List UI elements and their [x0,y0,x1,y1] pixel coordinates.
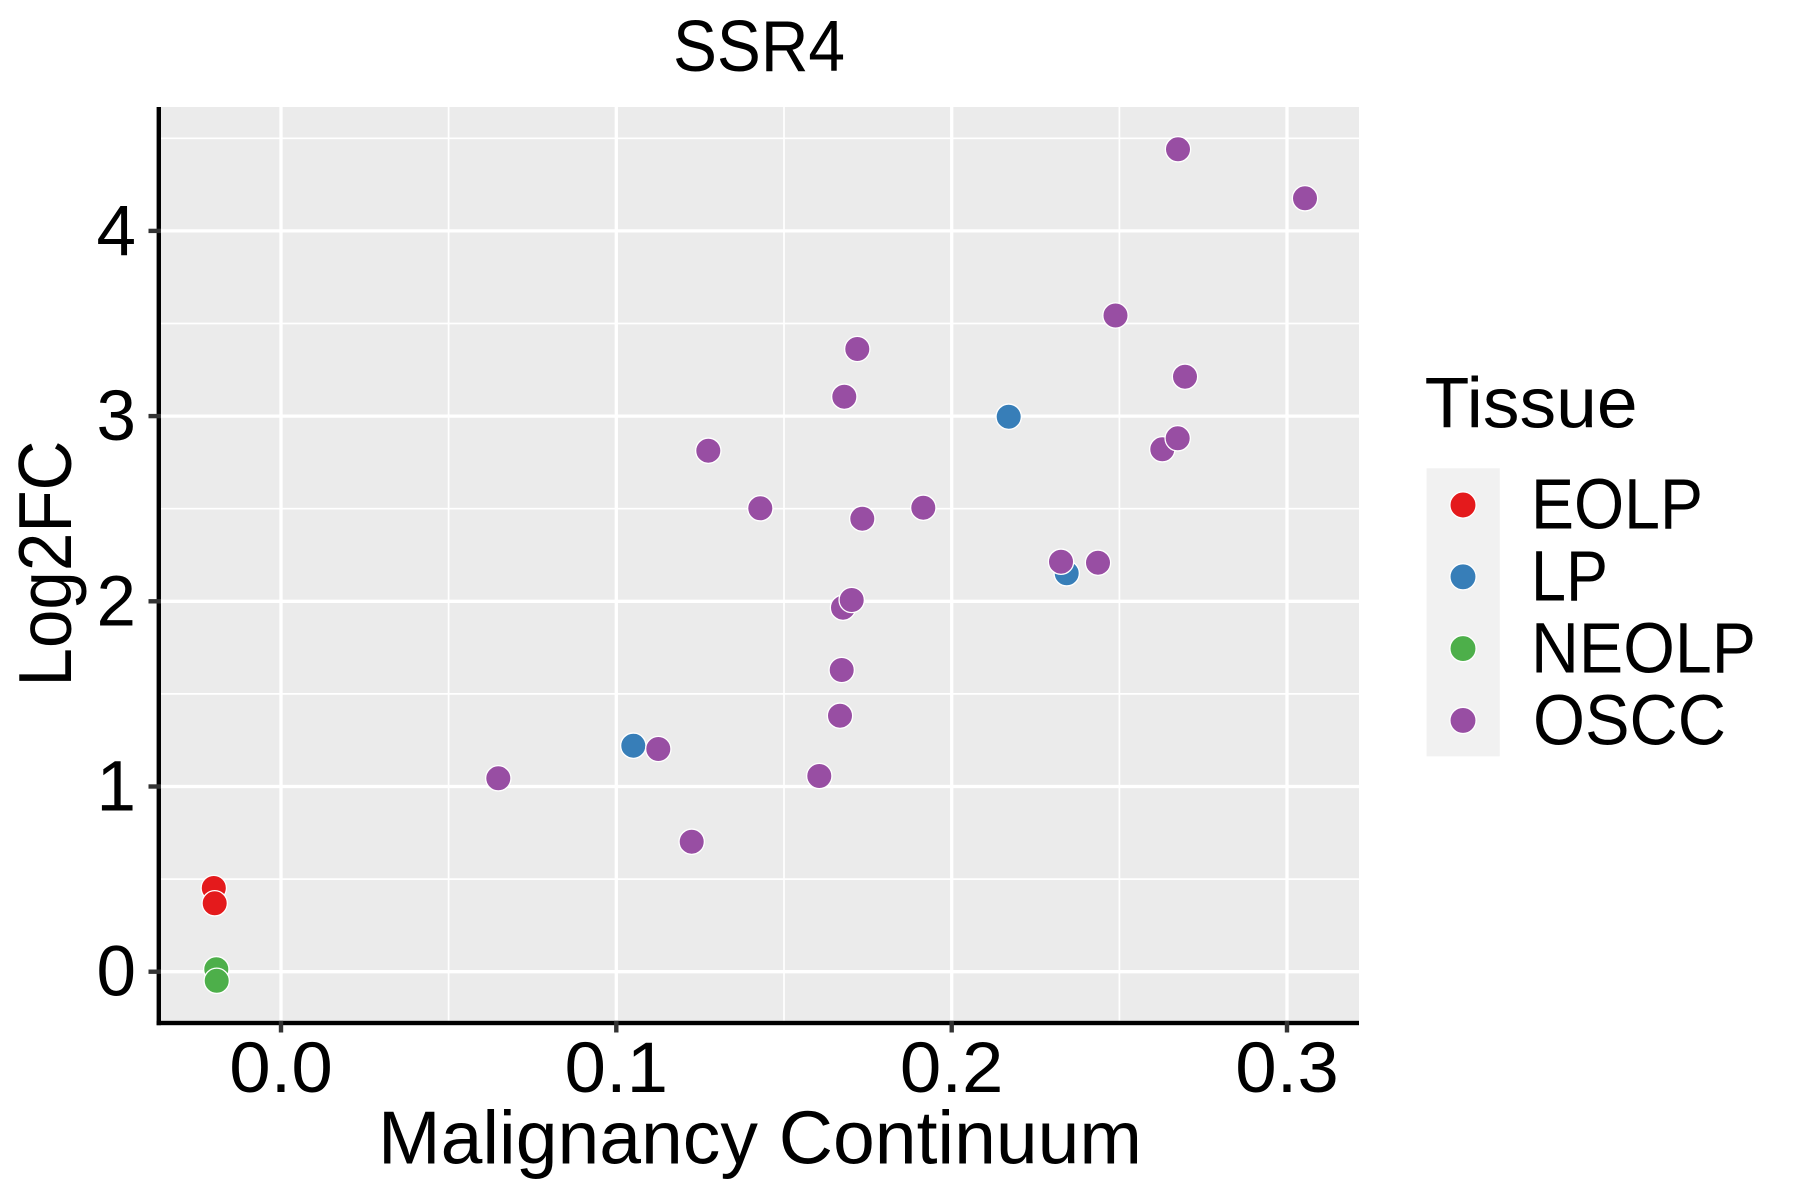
svg-text:0: 0 [97,933,137,1012]
svg-text:0.0: 0.0 [229,1029,333,1108]
svg-text:SSR4: SSR4 [673,7,845,87]
svg-text:0.2: 0.2 [900,1029,1004,1108]
svg-text:0.1: 0.1 [565,1029,669,1108]
svg-text:3: 3 [97,377,137,456]
svg-text:LP: LP [1531,537,1608,616]
svg-text:4: 4 [97,192,137,271]
svg-text:Malignancy Continuum: Malignancy Continuum [378,1096,1142,1180]
svg-text:NEOLP: NEOLP [1531,610,1756,689]
svg-text:1: 1 [97,748,137,827]
svg-text:Tissue: Tissue [1425,365,1638,444]
svg-text:Log2FC: Log2FC [3,441,87,687]
svg-text:EOLP: EOLP [1531,466,1703,545]
svg-text:2: 2 [97,562,137,641]
svg-text:OSCC: OSCC [1533,681,1726,760]
svg-text:0.3: 0.3 [1235,1029,1339,1108]
